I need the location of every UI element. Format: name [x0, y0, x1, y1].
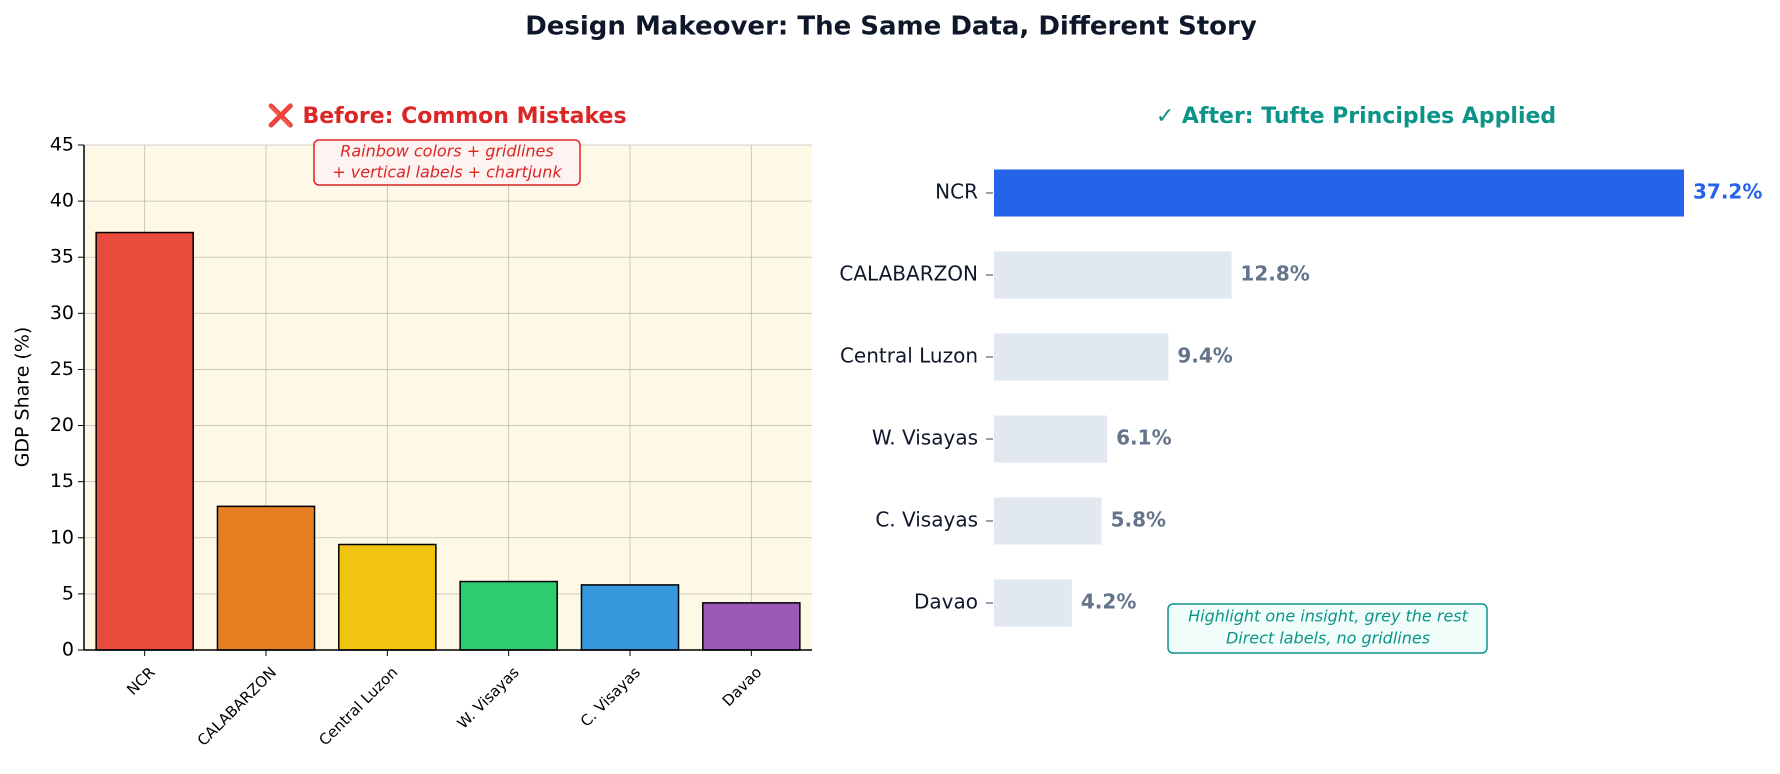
annotation-box: [313, 139, 581, 186]
y-tick-label: 5: [62, 582, 74, 604]
y-tick-label: C. Visayas: [875, 508, 978, 532]
x-tick-label: CALABARZON: [194, 663, 280, 749]
y-tick-label: 20: [50, 414, 74, 436]
y-tick-label: CALABARZON: [839, 262, 978, 286]
value-label: 12.8%: [1240, 262, 1309, 286]
x-tick-label: W. Visayas: [454, 663, 523, 732]
figure-title: Design Makeover: The Same Data, Differen…: [525, 12, 1257, 42]
y-tick-label: 15: [50, 470, 74, 492]
y-axis-label: GDP Share (%): [12, 327, 34, 468]
value-label: 9.4%: [1177, 344, 1232, 368]
bar: [994, 415, 1108, 463]
y-tick-label: Davao: [914, 590, 978, 614]
plot-background: [84, 145, 812, 650]
chart-title: ✓ After: Tufte Principles Applied: [1156, 104, 1556, 129]
x-tick-label: C. Visayas: [577, 663, 644, 730]
annotation: Direct labels, no gridlines: [1226, 629, 1430, 648]
y-tick-label: 30: [50, 302, 74, 324]
annotation: + vertical labels + chartjunk: [332, 163, 562, 182]
y-tick-label: NCR: [935, 180, 978, 204]
y-tick-label: W. Visayas: [872, 426, 978, 450]
x-tick-label: NCR: [123, 663, 158, 698]
bar: [338, 543, 437, 651]
value-label: 4.2%: [1081, 590, 1136, 614]
bar: [994, 579, 1072, 627]
annotation: Highlight one insight, grey the rest: [1188, 607, 1469, 626]
bar: [994, 333, 1169, 381]
x-tick-label: Central Luzon: [315, 663, 401, 749]
y-tick-label: Central Luzon: [840, 344, 978, 368]
value-label: 5.8%: [1111, 508, 1166, 532]
bar: [994, 251, 1232, 299]
y-tick-label: 35: [50, 246, 74, 268]
bar: [95, 231, 194, 651]
bar: [994, 497, 1102, 545]
chart-title: ❌ Before: Common Mistakes: [267, 103, 626, 129]
bar: [994, 169, 1684, 217]
bar: [216, 505, 316, 651]
x-tick-label: Davao: [719, 663, 766, 710]
value-label: 6.1%: [1116, 426, 1171, 450]
value-label: 37.2%: [1693, 180, 1762, 204]
y-tick-label: 45: [50, 134, 74, 156]
y-tick-label: 40: [50, 190, 74, 212]
bar: [459, 580, 558, 651]
bar: [580, 584, 680, 651]
y-tick-label: 0: [62, 639, 74, 661]
y-tick-label: 10: [50, 526, 74, 548]
y-tick-label: 25: [50, 358, 74, 380]
annotation: Rainbow colors + gridlines: [340, 142, 553, 161]
annotation-box: [1167, 603, 1488, 654]
bar: [702, 602, 801, 651]
